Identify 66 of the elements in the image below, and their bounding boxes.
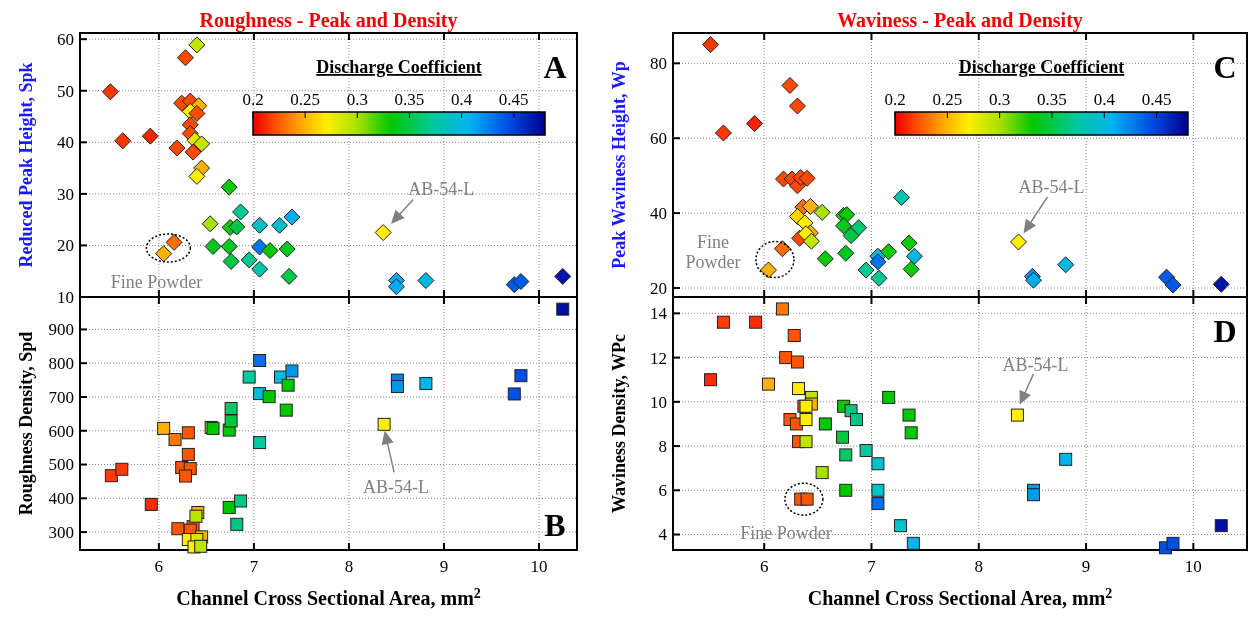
color-bar-label: 0.2 xyxy=(242,90,264,109)
x-tick-label: 6 xyxy=(759,557,769,576)
y-tick-label: 40 xyxy=(57,133,74,153)
x-tick-label: 10 xyxy=(1184,557,1202,576)
annotation: AB-54-L xyxy=(363,476,430,497)
chart-title: Waviness - Peak and Density xyxy=(837,9,1083,32)
y-tick-label: 300 xyxy=(48,523,74,543)
y-axis-title: Roughness Density, Spd xyxy=(16,331,36,516)
y-tick-label: 600 xyxy=(48,421,74,441)
annotation: AB-54-L xyxy=(1002,355,1069,376)
annotation: Fine Powder xyxy=(740,523,832,544)
x-tick-label: 6 xyxy=(154,557,164,576)
y-tick-label: 6 xyxy=(658,481,667,501)
y-tick-label: 40 xyxy=(650,204,667,224)
y-tick-label: 400 xyxy=(48,489,74,509)
y-tick-label: 8 xyxy=(658,437,667,457)
x-tick-label: 9 xyxy=(1081,557,1091,576)
color-bar-label: 0.4 xyxy=(450,90,473,109)
annotation: D xyxy=(1213,313,1237,349)
y-tick-label: 10 xyxy=(57,287,74,307)
chart-title: Roughness - Peak and Density xyxy=(199,9,458,32)
y-tick-label: 20 xyxy=(57,236,74,256)
annotation: Fine Powder xyxy=(685,232,741,272)
y-tick-label: 14 xyxy=(650,304,668,324)
y-tick-label: 12 xyxy=(650,348,667,368)
color-bar-label: 0.45 xyxy=(498,90,529,109)
y-tick-label: 4 xyxy=(658,525,668,545)
y-tick-label: 900 xyxy=(48,320,74,340)
color-bar-title: Discharge Coefficient xyxy=(316,57,482,77)
y-axis-title: Reduced Peak Height, Spk xyxy=(16,62,36,268)
y-axis-title: Waviness Density, WPc xyxy=(609,333,629,514)
x-tick-label: 8 xyxy=(974,557,984,576)
annotation: AB-54-L xyxy=(1018,177,1085,198)
annotation: C xyxy=(1213,49,1237,85)
color-bar-label: 0.35 xyxy=(394,90,425,109)
x-tick-label: 9 xyxy=(439,557,449,576)
annotation: AB-54-L xyxy=(408,178,475,199)
y-tick-label: 20 xyxy=(650,278,667,298)
annotation: B xyxy=(544,507,566,543)
x-tick-label: 7 xyxy=(249,557,259,576)
color-bar-label: 0.45 xyxy=(1141,90,1172,109)
y-tick-label: 800 xyxy=(48,354,74,374)
y-tick-label: 500 xyxy=(48,455,74,475)
y-axis-title: Peak Waviness Height, Wp xyxy=(609,61,629,269)
x-axis-title: Channel Cross Sectional Area, mm$^{2}$ xyxy=(176,585,481,609)
x-axis-title: Channel Cross Sectional Area, mm$^{2}$ xyxy=(807,585,1113,609)
x-tick-label: 7 xyxy=(867,557,877,576)
y-tick-label: 60 xyxy=(57,30,74,50)
y-tick-label: 60 xyxy=(650,129,667,149)
x-tick-label: 10 xyxy=(530,557,548,576)
y-tick-label: 30 xyxy=(57,184,74,204)
color-bar-label: 0.35 xyxy=(1037,90,1067,109)
y-tick-label: 80 xyxy=(650,54,667,74)
color-bar-label: 0.3 xyxy=(346,90,368,109)
x-tick-label: 8 xyxy=(344,557,354,576)
annotation: A xyxy=(543,49,567,85)
color-bar-label: 0.4 xyxy=(1093,90,1116,109)
annotation: Fine Powder xyxy=(110,272,203,293)
color-bar-label: 0.25 xyxy=(290,90,321,109)
y-tick-label: 50 xyxy=(57,81,74,101)
y-tick-label: 10 xyxy=(650,392,667,412)
color-bar-title: Discharge Coefficient xyxy=(958,57,1125,77)
color-bar-label: 0.2 xyxy=(884,90,906,109)
y-tick-label: 700 xyxy=(48,387,74,407)
color-bar-label: 0.3 xyxy=(989,90,1011,109)
color-bar-label: 0.25 xyxy=(932,90,963,109)
